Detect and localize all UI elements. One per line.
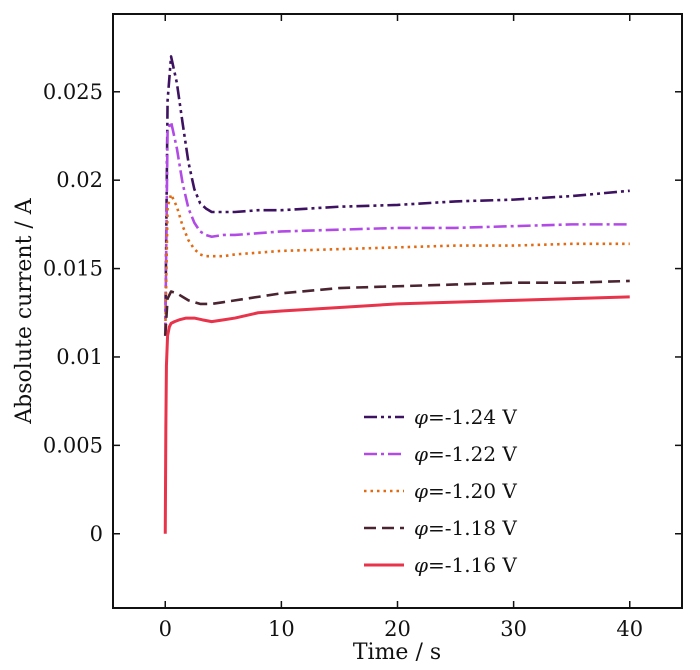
legend-value: =-1.18 V <box>428 516 517 540</box>
x-tick-label: 30 <box>500 617 527 641</box>
y-tick-label: 0.015 <box>43 257 103 281</box>
x-tick-label: 0 <box>159 617 172 641</box>
x-tick-label: 10 <box>268 617 295 641</box>
y-tick-label: 0.005 <box>43 433 103 457</box>
x-tick-label: 20 <box>384 617 411 641</box>
legend-symbol: φ <box>414 516 428 540</box>
legend-symbol: φ <box>414 442 428 466</box>
x-tick-label: 40 <box>616 617 643 641</box>
series-line-2 <box>163 193 630 335</box>
series-line-4 <box>163 295 630 534</box>
legend-entry-2: φ=-1.20 V <box>414 479 517 503</box>
legend-symbol: φ <box>414 553 428 577</box>
legend-symbol: φ <box>414 479 428 503</box>
legend-entry-1: φ=-1.22 V <box>414 442 517 466</box>
legend: φ=-1.24 Vφ=-1.22 Vφ=-1.20 Vφ=-1.18 Vφ=-1… <box>364 405 517 577</box>
series-line-1 <box>163 120 630 336</box>
y-tick-label: 0.01 <box>56 345 103 369</box>
legend-entry-0: φ=-1.24 V <box>414 405 517 429</box>
legend-entry-4: φ=-1.16 V <box>414 553 517 577</box>
x-axis: 0 10 20 30 40 <box>159 14 643 641</box>
series-lines <box>163 55 630 534</box>
y-tick-label: 0 <box>90 522 103 546</box>
legend-value: =-1.24 V <box>428 405 517 429</box>
y-axis-title: Absolute current / A <box>12 197 37 425</box>
legend-value: =-1.20 V <box>428 479 517 503</box>
series-line-3 <box>163 279 630 336</box>
series-line-0 <box>163 55 630 336</box>
x-axis-title: Time / s <box>353 640 441 665</box>
y-tick-label: 0.025 <box>43 80 103 104</box>
legend-value: =-1.22 V <box>428 442 517 466</box>
legend-entry-3: φ=-1.18 V <box>414 516 517 540</box>
legend-symbol: φ <box>414 405 428 429</box>
y-axis: 0 0.005 0.01 0.015 0.02 0.025 <box>43 80 682 546</box>
y-tick-label: 0.02 <box>56 168 103 192</box>
legend-value: =-1.16 V <box>428 553 517 577</box>
